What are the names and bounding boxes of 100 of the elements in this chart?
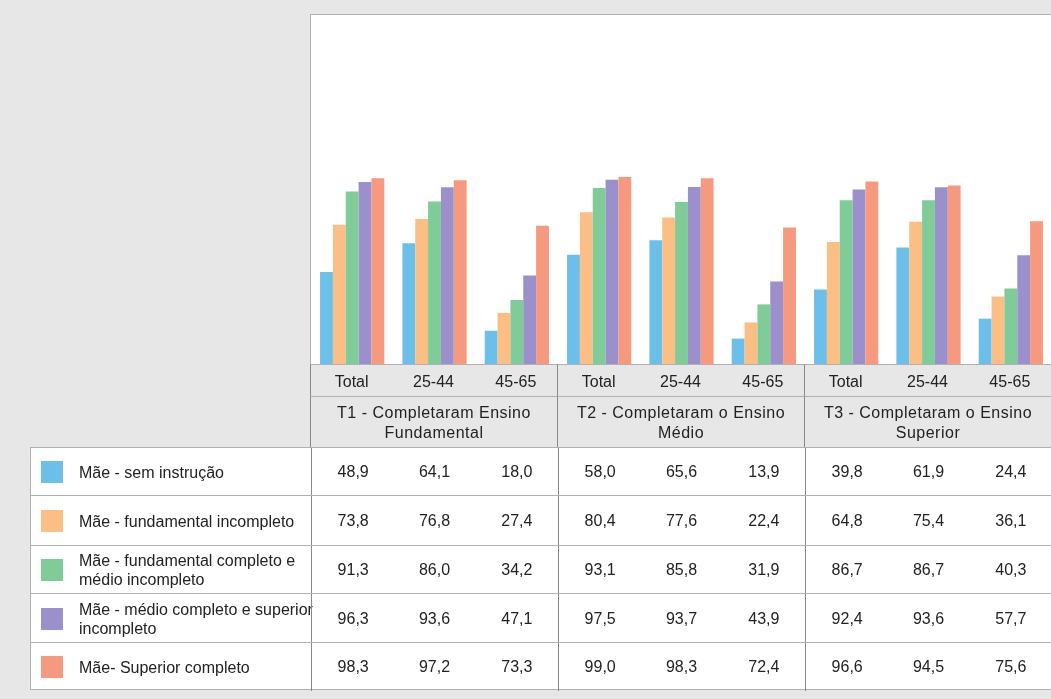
bar xyxy=(618,176,632,365)
bar xyxy=(826,241,840,365)
bar xyxy=(649,240,663,365)
bar xyxy=(934,187,948,365)
data-label: 97,5 xyxy=(558,594,642,643)
data-label: 86,0 xyxy=(417,560,452,580)
data-label: 58,0 xyxy=(558,448,642,496)
bar xyxy=(1017,255,1031,365)
bar xyxy=(484,330,498,365)
x-tick-label: 25-44 xyxy=(392,364,475,397)
bar xyxy=(783,227,796,365)
text: T1 - Completaram Ensino Fundamental xyxy=(310,397,557,447)
bar xyxy=(700,178,714,365)
bar xyxy=(440,187,454,365)
bar xyxy=(497,312,511,365)
data-label: 36,1 xyxy=(994,511,1028,531)
bar xyxy=(567,254,580,365)
data-label: 73,8 xyxy=(311,496,395,546)
bar xyxy=(358,182,372,365)
bar xyxy=(371,178,385,365)
data-label: 91,3 xyxy=(311,546,395,594)
bar xyxy=(675,201,688,365)
data-label: 18,0 xyxy=(500,462,534,482)
bar xyxy=(415,219,429,365)
data-label: 72,4 xyxy=(747,657,781,677)
data-label: 75,6 xyxy=(994,657,1028,677)
data-label: 75,4 xyxy=(911,511,946,531)
bar xyxy=(345,191,359,365)
data-label: 31,9 xyxy=(747,560,781,580)
bar xyxy=(770,281,784,365)
data-label: 22,4 xyxy=(747,511,781,531)
legend-label: Mãe - médio completo e superior incompleto xyxy=(79,599,314,638)
data-label: 86,7 xyxy=(911,560,946,580)
legend-label: Mãe- Superior completo xyxy=(79,657,250,677)
data-label: 93,6 xyxy=(911,609,946,629)
x-tick-label: Total xyxy=(804,364,887,397)
data-label: 96,6 xyxy=(805,643,889,691)
data-label: 24,4 xyxy=(994,462,1028,482)
bar xyxy=(947,185,961,365)
bar xyxy=(1030,221,1043,365)
data-label: 94,5 xyxy=(911,657,946,677)
data-label: 65,6 xyxy=(664,462,699,482)
data-label: 61,9 xyxy=(911,462,946,482)
x-tick-label: Total xyxy=(557,364,640,397)
x-tick-label: 45-65 xyxy=(968,364,1051,397)
data-label: 27,4 xyxy=(500,511,534,531)
data-label: 76,8 xyxy=(417,511,452,531)
data-label: 64,8 xyxy=(805,496,889,546)
data-label: 43,9 xyxy=(747,609,781,629)
bar xyxy=(978,318,992,365)
bar xyxy=(687,186,701,365)
bar xyxy=(510,300,524,365)
bar xyxy=(757,304,771,365)
data-label: 73,3 xyxy=(500,657,534,677)
bar xyxy=(896,247,910,365)
x-tick-label: 25-44 xyxy=(639,364,722,397)
legend-label: Mãe - fundamental incompleto xyxy=(79,511,295,531)
bar xyxy=(922,200,935,365)
x-tick-label: 45-65 xyxy=(474,364,557,397)
bar xyxy=(579,212,593,365)
data-label: 93,1 xyxy=(558,546,642,594)
legend-label: Mãe - fundamental completo e médio incompleto xyxy=(79,551,297,589)
text: T2 - Completaram o Ensino Médio xyxy=(557,397,804,447)
bar xyxy=(814,289,827,365)
bar xyxy=(744,322,758,365)
bar xyxy=(453,180,467,365)
data-label: 85,8 xyxy=(664,560,699,580)
data-label: 96,3 xyxy=(311,594,395,643)
bar xyxy=(865,181,879,365)
data-label: 47,1 xyxy=(500,609,534,629)
data-label: 98,3 xyxy=(311,643,395,691)
bar xyxy=(852,189,866,365)
bar xyxy=(991,296,1005,365)
bar xyxy=(592,188,606,365)
data-label: 77,6 xyxy=(664,511,699,531)
data-label: 57,7 xyxy=(994,609,1028,629)
data-label: 98,3 xyxy=(664,657,699,677)
bar xyxy=(320,272,333,365)
bar xyxy=(605,179,619,365)
data-label: 92,4 xyxy=(805,594,889,643)
data-label: 13,9 xyxy=(747,462,781,482)
data-label: 40,3 xyxy=(994,560,1028,580)
bar xyxy=(332,224,346,365)
bar xyxy=(523,275,537,365)
bar xyxy=(839,200,853,365)
bar xyxy=(731,338,745,365)
bar xyxy=(662,217,676,365)
data-label: 39,8 xyxy=(805,448,889,496)
data-label: 93,6 xyxy=(417,609,452,629)
data-label: 34,2 xyxy=(500,560,534,580)
x-tick-label: Total xyxy=(310,364,393,397)
data-label: 64,1 xyxy=(417,462,452,482)
data-label: 48,9 xyxy=(311,448,395,496)
bar xyxy=(428,201,441,365)
bar xyxy=(536,225,549,365)
data-label: 93,7 xyxy=(664,609,699,629)
data-label: 97,2 xyxy=(417,657,452,677)
legend-label: Mãe - sem instrução xyxy=(79,462,224,482)
data-label: 99,0 xyxy=(558,643,642,691)
text: T3 - Completaram o Ensino Superior xyxy=(804,397,1051,447)
